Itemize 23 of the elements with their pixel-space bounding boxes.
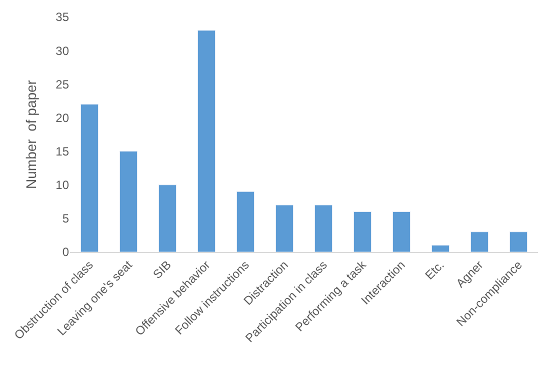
bar (314, 204, 333, 252)
bar (392, 211, 411, 252)
x-tick-label: SIB (150, 258, 174, 282)
y-tick-label: 15 (56, 144, 70, 158)
bar (119, 151, 138, 252)
y-tick-label: 35 (56, 10, 70, 24)
bar (353, 211, 372, 252)
bar (431, 245, 450, 252)
bar (470, 232, 489, 252)
y-tick-label: 0 (62, 245, 70, 260)
bar (197, 30, 216, 252)
bar (80, 104, 99, 252)
bar (158, 184, 177, 252)
bar (509, 232, 528, 252)
y-tick-label: 10 (56, 178, 70, 192)
y-tick-label: 30 (56, 44, 70, 58)
bar (275, 204, 294, 252)
y-tick-label: 5 (62, 212, 70, 226)
y-tick-label: 20 (56, 110, 70, 125)
y-axis-title: Number of paper (23, 80, 40, 189)
bar (236, 191, 255, 252)
y-tick-label: 25 (56, 77, 70, 92)
x-tick-label: Etc. (422, 258, 447, 282)
